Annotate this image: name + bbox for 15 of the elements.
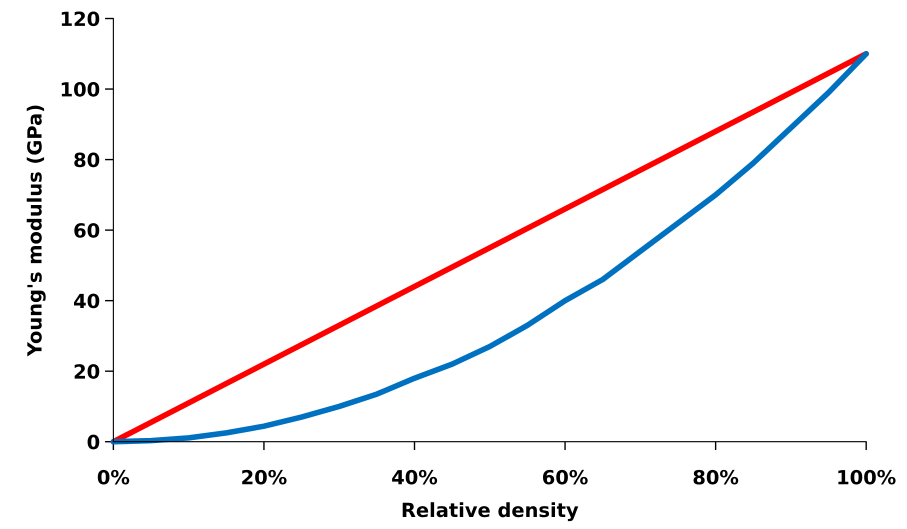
y-axis-title: Young's modulus (GPa)	[26, 106, 46, 356]
x-axis-title: Relative density	[402, 502, 578, 522]
x-tick-label: 80%	[694, 470, 738, 485]
x-tick-label: 0%	[98, 470, 130, 485]
y-tick-label: 120	[62, 11, 100, 26]
y-tick-label: 40	[74, 294, 100, 308]
y-tick-label: 60	[74, 223, 100, 238]
y-tick-label: 100	[62, 82, 100, 97]
x-tick-label: 20%	[242, 470, 287, 485]
x-tick-label: 60%	[542, 470, 588, 485]
y-tick-label: 80	[74, 152, 100, 168]
x-tick-label: 100%	[838, 470, 896, 485]
y-tick-label: 0	[88, 434, 100, 450]
y-tick-label: 20	[74, 364, 100, 379]
x-tick-label: 40%	[392, 470, 438, 485]
